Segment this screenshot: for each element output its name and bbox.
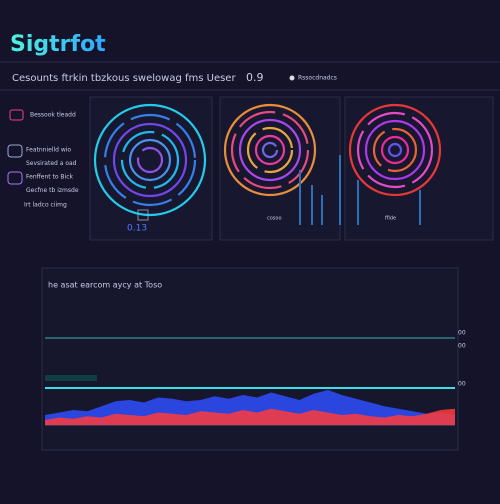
ring (230, 110, 310, 190)
header-value: 0.9 (246, 71, 264, 84)
search-icon[interactable] (289, 75, 295, 81)
ring (136, 146, 164, 174)
ring (223, 103, 317, 197)
right-label: 00 (458, 381, 466, 388)
ring (261, 141, 279, 159)
panel-label: cosoo (267, 216, 282, 222)
app-title: Sigtrfot (10, 32, 106, 57)
sidebar-item[interactable]: Gecfne tb izmsde (26, 187, 79, 194)
sidebar-item[interactable]: Featnnielld wio (26, 147, 71, 154)
ring (387, 142, 403, 158)
sidebar-item[interactable]: Irt ladco ciimg (24, 202, 67, 209)
sidebar-icon[interactable] (7, 144, 23, 158)
search-text[interactable]: Rssocdnadcs (298, 75, 337, 82)
sidebar-icon[interactable] (7, 171, 23, 185)
right-label: 00 (458, 330, 466, 337)
ring (356, 111, 434, 189)
chart-title: he asat earcom aycy at Toso (48, 281, 162, 290)
area (45, 408, 455, 425)
header-text: Cesounts ftrkin tbzkous swelowag fms Ues… (12, 73, 236, 84)
ring (364, 119, 426, 181)
ring (120, 130, 180, 190)
sidebar-item[interactable]: Fenffent to Bick (26, 174, 74, 181)
ring (238, 118, 302, 182)
sidebar-heading: Bessook tleadd (30, 112, 76, 119)
ring (254, 134, 286, 166)
panel-label: ffide (385, 216, 396, 222)
ring (380, 135, 410, 165)
ring (372, 127, 418, 173)
sidebar-item[interactable]: Sevsirated a oad (26, 160, 77, 167)
ring (348, 103, 442, 197)
ring (93, 103, 207, 217)
sidebar-icon (9, 109, 24, 121)
right-label: 00 (458, 343, 466, 350)
panel-reading: 0.13 (127, 224, 147, 234)
ring (112, 122, 188, 198)
ring (103, 113, 197, 207)
ring (128, 138, 172, 182)
highlight (45, 375, 97, 381)
ring (246, 126, 294, 174)
